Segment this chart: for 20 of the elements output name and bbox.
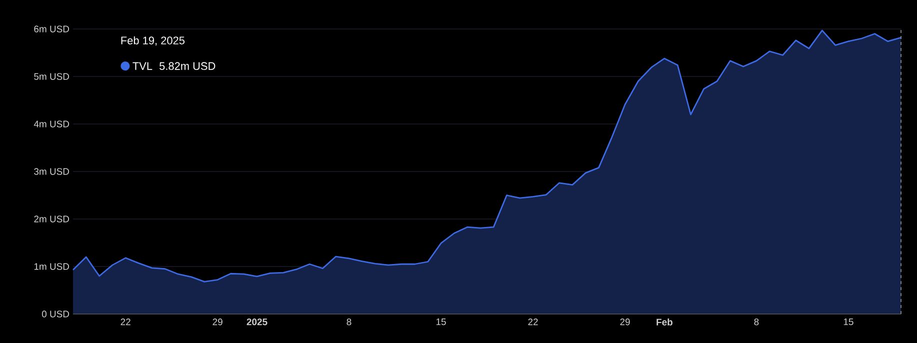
x-tick-label: 15: [436, 318, 446, 326]
y-tick-label: 0 USD: [42, 310, 70, 318]
x-tick-label: 22: [528, 318, 538, 326]
y-tick-label: 3m USD: [34, 168, 70, 175]
x-tick-label: 15: [844, 318, 854, 326]
x-tick-label: 29: [212, 318, 222, 326]
x-tick-label: 22: [120, 318, 130, 326]
y-tick-label: 5m USD: [34, 73, 70, 80]
legend-label: TVL: [132, 62, 152, 70]
x-tick-label: Feb: [656, 318, 672, 326]
y-tick-label: 2m USD: [34, 216, 70, 222]
y-tick-label: 4m USD: [34, 120, 70, 128]
x-tick-label: 8: [346, 318, 352, 326]
annotation: Feb 19, 2025: [121, 36, 185, 46]
annotation: 5.82m USD: [160, 62, 216, 70]
x-tick-label: 29: [620, 318, 630, 326]
x-tick-label: 2025: [246, 318, 268, 326]
y-tick-label: 1m USD: [34, 263, 70, 270]
x-tick-label: 8: [754, 318, 759, 326]
y-tick-label: 6m USD: [34, 26, 70, 32]
